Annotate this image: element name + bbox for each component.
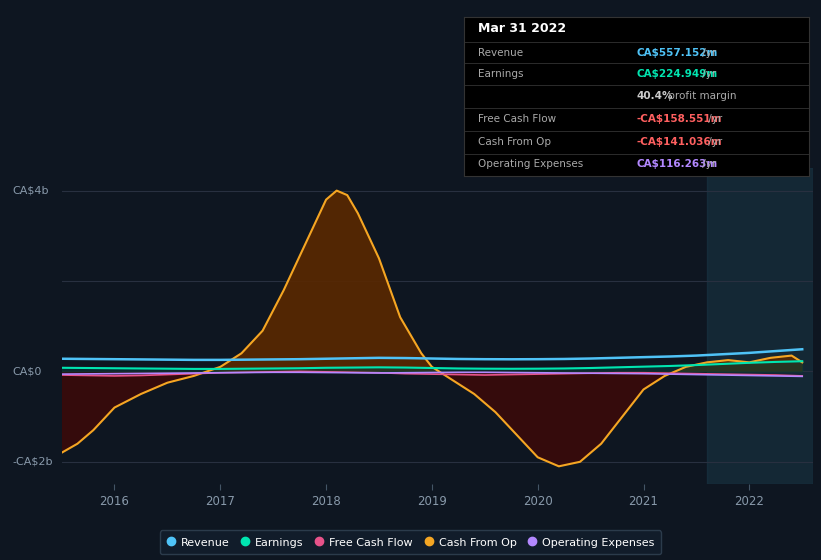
Bar [707,168,813,484]
Text: profit margin: profit margin [665,91,736,101]
Text: CA$116.263m: CA$116.263m [636,160,718,170]
Text: CA$4b: CA$4b [12,185,48,195]
Text: CA$557.152m: CA$557.152m [636,48,718,58]
Text: -CA$158.551m: -CA$158.551m [636,114,722,124]
Text: /yr: /yr [704,137,722,147]
Text: 40.4%: 40.4% [636,91,672,101]
Text: -CA$141.036m: -CA$141.036m [636,137,722,147]
Text: Revenue: Revenue [478,48,523,58]
Legend: Revenue, Earnings, Free Cash Flow, Cash From Op, Operating Expenses: Revenue, Earnings, Free Cash Flow, Cash … [160,530,661,554]
Text: CA$224.949m: CA$224.949m [636,69,718,80]
Text: /yr: /yr [699,48,716,58]
Text: Free Cash Flow: Free Cash Flow [478,114,556,124]
Text: Operating Expenses: Operating Expenses [478,160,583,170]
Text: Earnings: Earnings [478,69,523,80]
Text: /yr: /yr [704,114,722,124]
Text: -CA$2b: -CA$2b [12,457,53,467]
Text: /yr: /yr [699,69,716,80]
Text: CA$0: CA$0 [12,366,42,376]
Text: Cash From Op: Cash From Op [478,137,551,147]
Text: Mar 31 2022: Mar 31 2022 [478,22,566,35]
Text: /yr: /yr [699,160,716,170]
